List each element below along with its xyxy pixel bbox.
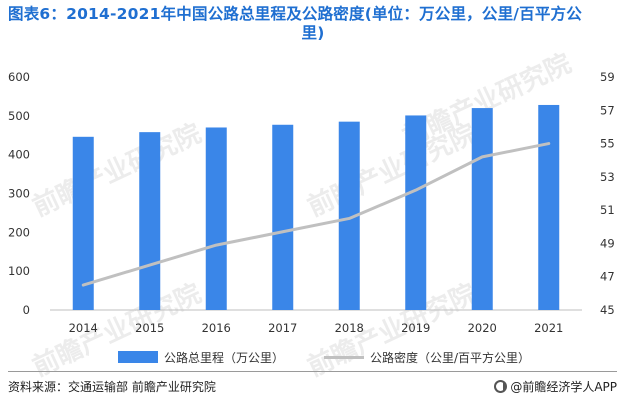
legend-line-label: 公路密度（公里/百平方公里） [370, 350, 531, 365]
x-tick-label: 2015 [135, 321, 164, 335]
y-left-tick-label: 300 [8, 187, 30, 201]
y-right-tick-label: 49 [600, 236, 615, 250]
y-left-tick-label: 200 [8, 225, 30, 239]
x-tick-label: 2019 [401, 321, 430, 335]
legend-bar-label: 公路总里程（万公里） [164, 350, 285, 365]
bar [471, 108, 493, 310]
x-tick-label: 2021 [534, 321, 563, 335]
y-right-tick-label: 45 [600, 303, 615, 317]
y-left-tick-label: 0 [23, 303, 30, 317]
y-right-tick-label: 51 [600, 203, 615, 217]
footer-divider [8, 371, 617, 372]
legend-bar-swatch [118, 351, 158, 363]
y-right-tick-label: 59 [600, 70, 615, 84]
x-tick-label: 2020 [468, 321, 497, 335]
bar [205, 127, 227, 310]
chart-title: 图表6：2014-2021年中国公路总里程及公路密度(单位：万公里，公里/百平方… [8, 5, 618, 43]
bar [405, 115, 427, 310]
source-note: 资料来源：交通运输部 前瞻产业研究院 [8, 380, 216, 394]
y-right-tick-label: 47 [600, 270, 615, 284]
x-tick-label: 2014 [69, 321, 98, 335]
brand-credit: @前瞻经济学人APP [494, 378, 617, 395]
bar-series [72, 104, 560, 311]
legend-line-swatch [324, 355, 365, 359]
bar [338, 121, 360, 311]
bar [272, 124, 294, 310]
bar [538, 104, 560, 311]
axis-labels: 0 100 200 300 400 500 600 45 47 49 51 53 55 57 59 2014 2… [8, 70, 615, 335]
x-tick-label: 2016 [202, 321, 231, 335]
x-tick-label: 2018 [335, 321, 364, 335]
y-right-tick-label: 57 [600, 103, 615, 117]
y-left-tick-label: 100 [8, 264, 30, 278]
x-tick-label: 2017 [268, 321, 297, 335]
line-series [81, 142, 551, 287]
brand-logo-icon [494, 380, 508, 393]
bar [139, 132, 161, 310]
chart-legend: 公路总里程（万公里） 公路密度（公里/百平方公里） [118, 349, 530, 365]
bar [72, 136, 94, 310]
chart-title-line2: 里) [301, 24, 325, 42]
density-line [81, 142, 551, 287]
y-left-tick-label: 400 [8, 148, 30, 162]
y-left-tick-label: 600 [8, 70, 30, 84]
y-left-tick-label: 500 [8, 109, 30, 123]
y-right-tick-label: 53 [600, 170, 615, 184]
y-right-tick-label: 55 [600, 137, 615, 151]
brand-label: @前瞻经济学人APP [510, 380, 617, 394]
chart-title-line1: 图表6：2014-2021年中国公路总里程及公路密度(单位：万公里，公里/百平方… [8, 5, 582, 23]
